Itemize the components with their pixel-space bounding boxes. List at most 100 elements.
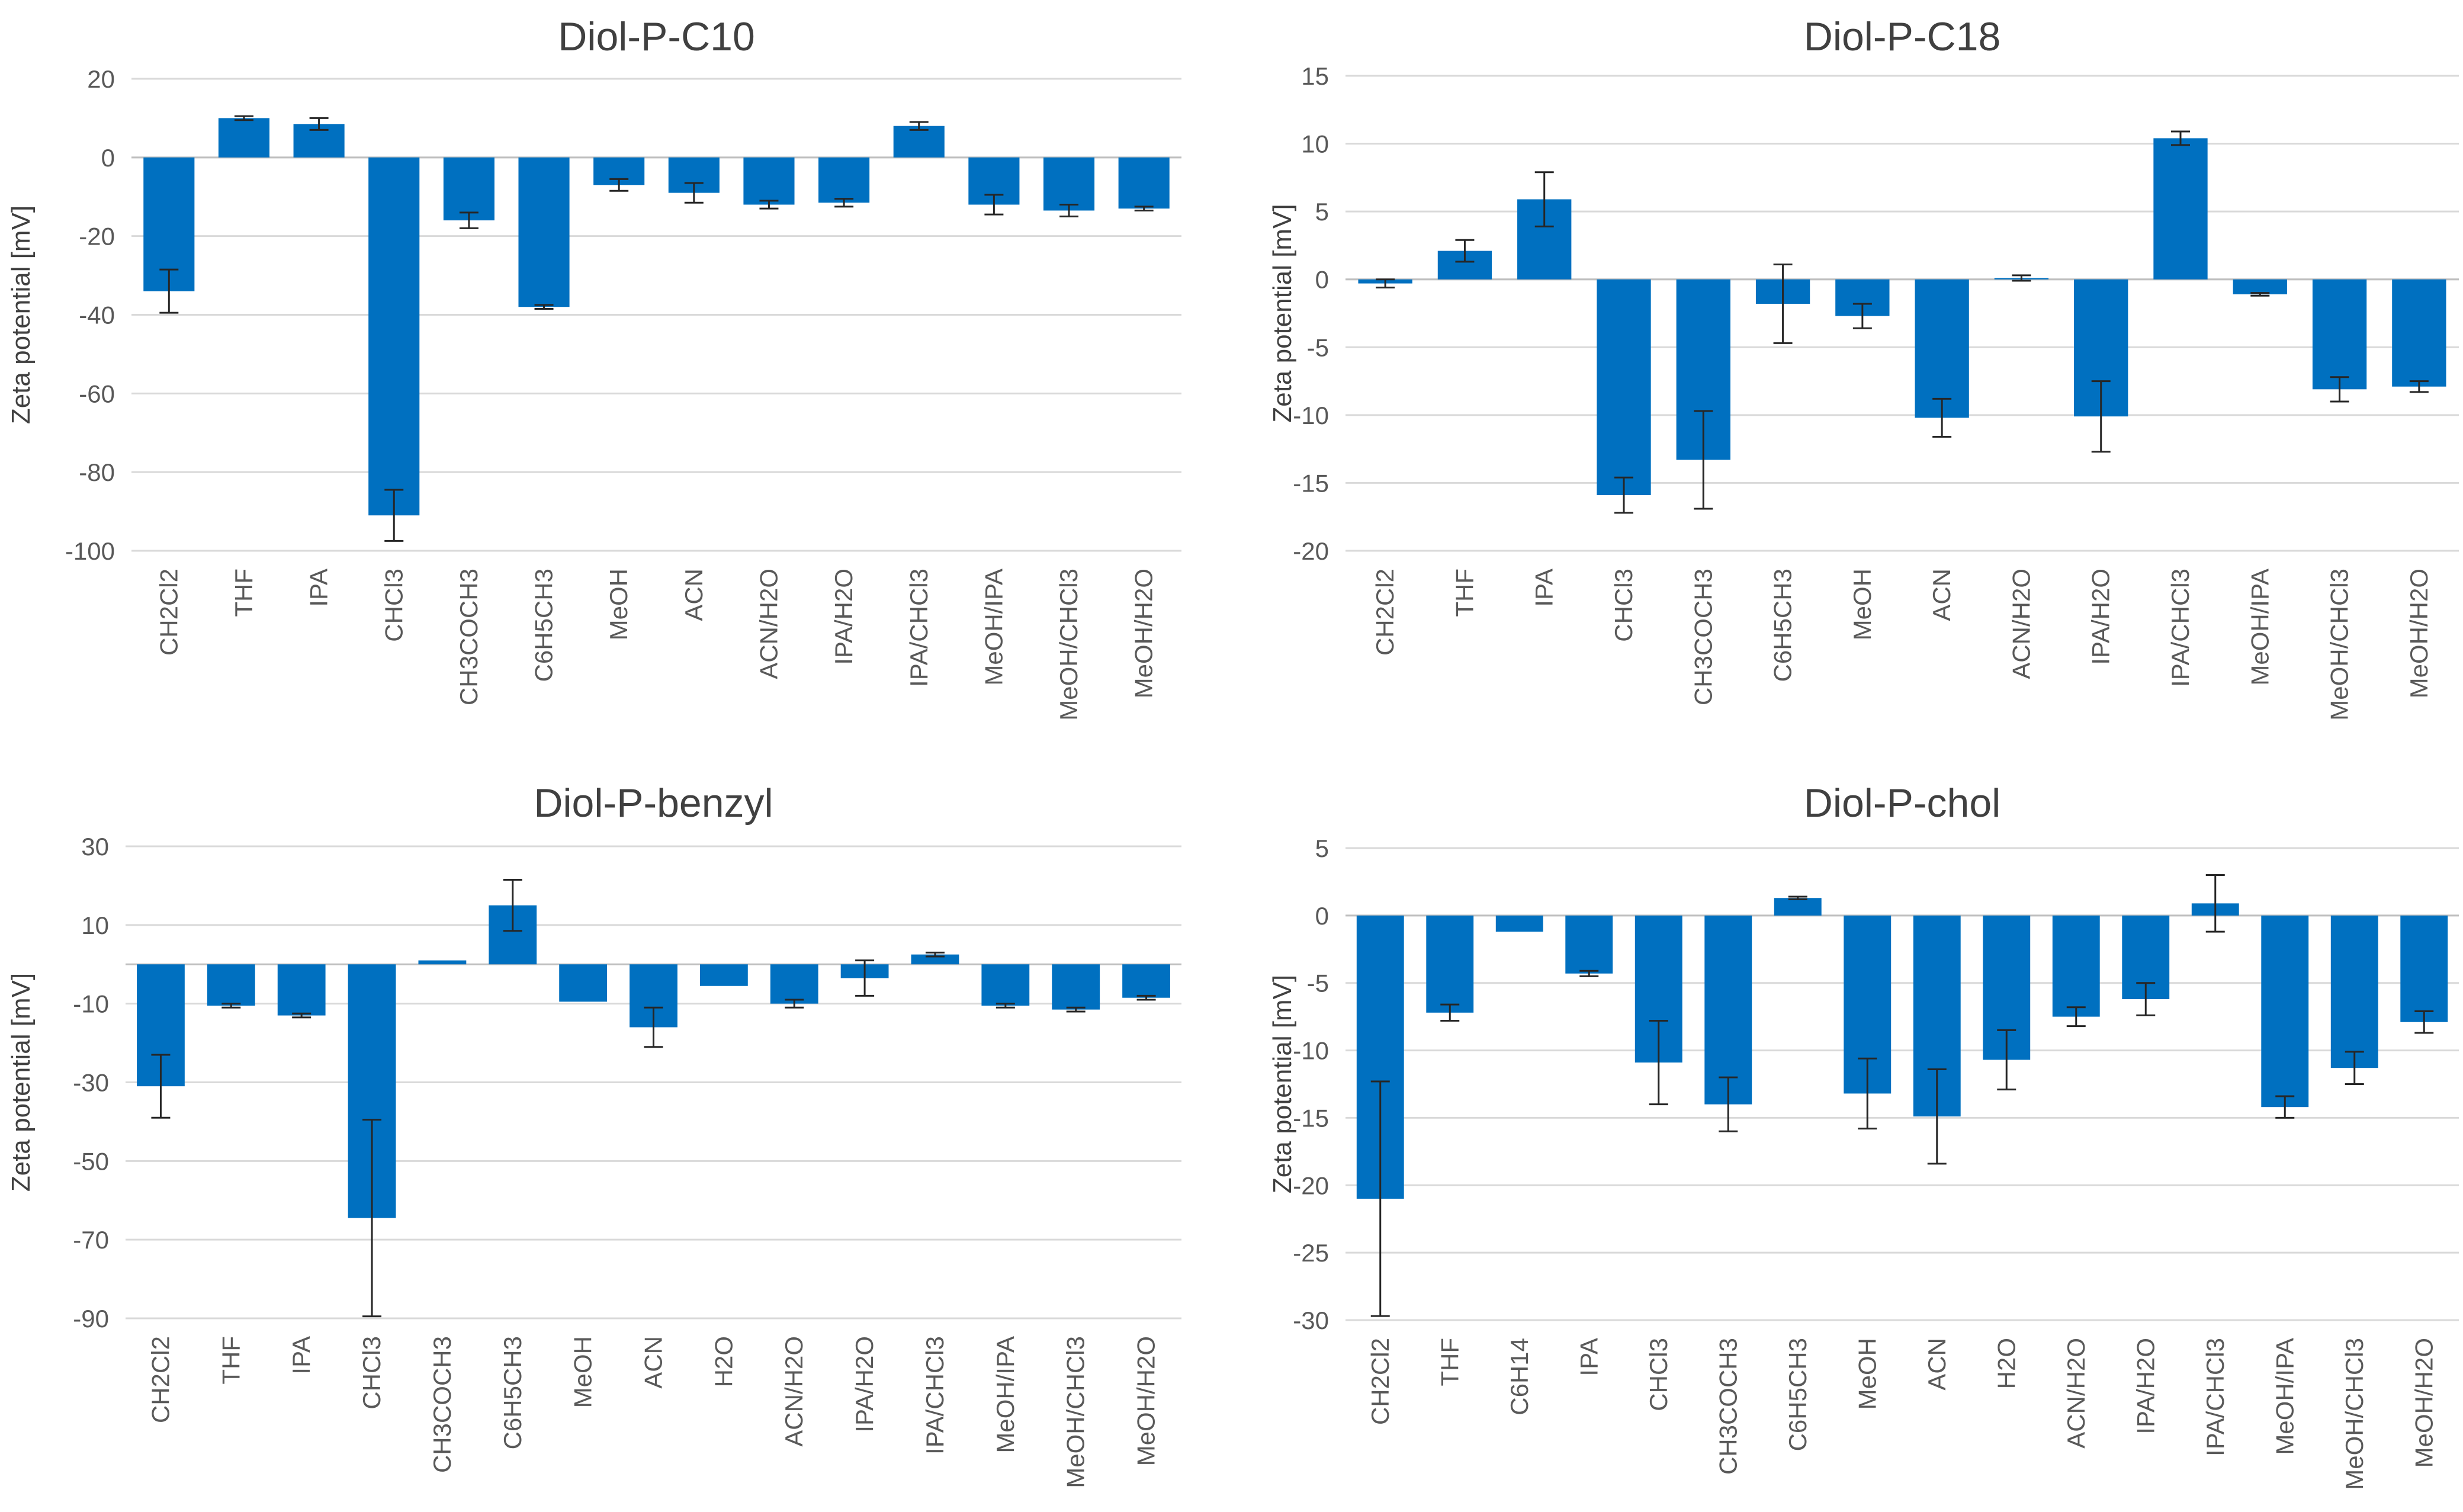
y-tick-label: -25 — [1293, 1239, 1329, 1267]
x-tick-label: ACN — [680, 569, 708, 621]
bar-c6h5ch3 — [1774, 898, 1822, 916]
x-tick-label: MeOH/CHCl3 — [2326, 569, 2353, 721]
x-tick-label: C6H14 — [1505, 1338, 1533, 1415]
y-axis-label: Zeta potential [mV] — [1268, 975, 1297, 1193]
y-tick-label: 20 — [87, 65, 115, 93]
bar-acn — [1915, 279, 1969, 418]
x-tick-label: H2O — [1992, 1338, 2020, 1389]
bar-meoh-chcl3 — [2330, 915, 2378, 1068]
bar-ipa-h2o — [818, 157, 870, 203]
x-tick-label: MeOH — [605, 569, 632, 640]
x-tick-label: ACN/H2O — [754, 569, 782, 679]
bar-chcl3 — [368, 157, 420, 516]
x-tick-label: MeOH/IPA — [991, 1336, 1019, 1453]
bar-meoh-ipa — [2233, 279, 2287, 294]
x-tick-label: CHCl3 — [1645, 1338, 1672, 1411]
chart-diol-p-chol: Diol-P-chol Zeta potential [mV] 5 0 -5 -10 -15… — [1268, 781, 2459, 1490]
bar-ipa — [1565, 915, 1613, 974]
x-tick-label: C6H5CH3 — [1784, 1338, 1812, 1451]
x-tick-label: IPA/H2O — [850, 1336, 878, 1433]
bar-ipa-chcl3 — [893, 126, 945, 158]
x-tick-label: IPA/H2O — [830, 569, 858, 665]
y-tick-label: -15 — [1293, 469, 1329, 497]
x-tick-label: IPA/CHCl3 — [2201, 1338, 2229, 1456]
x-tick-label: H2O — [709, 1336, 737, 1387]
y-tick-label: -100 — [65, 537, 115, 565]
y-tick-label: -30 — [73, 1069, 109, 1097]
bar-meoh-h2o — [1122, 964, 1170, 998]
bar-chcl3 — [1597, 279, 1651, 496]
x-tick-label: THF — [230, 569, 258, 617]
chart-title: Diol-P-benzyl — [534, 781, 773, 826]
x-tick-label: C6H5CH3 — [1769, 569, 1797, 682]
chart-diol-p-benzyl: Diol-P-benzyl Zeta potential [mV] 30 10 -10 -… — [7, 781, 1181, 1488]
x-tick-label: CHCl3 — [1610, 569, 1637, 642]
x-tick-label: THF — [1436, 1338, 1463, 1386]
chart-diol-p-c10: Diol-P-C10 Zeta potential [mV] 20 0 -20 -40 -6… — [7, 14, 1181, 721]
x-tick-label: IPA/CHCl3 — [905, 569, 933, 687]
chart-diol-p-c18: Diol-P-C18 Zeta potential [mV] 15 10 5 0 -5 -10… — [1268, 14, 2459, 721]
x-tick-label: C6H5CH3 — [499, 1336, 526, 1449]
y-tick-label: 15 — [1301, 62, 1329, 90]
x-tick-label: CH2Cl2 — [146, 1336, 174, 1423]
chart-title: Diol-P-chol — [1804, 781, 2001, 826]
y-tick-label: -70 — [73, 1226, 109, 1254]
bar-ipa-chcl3 — [911, 954, 959, 965]
x-tick-label: IPA — [305, 569, 333, 607]
y-tick-label: -40 — [79, 301, 115, 329]
y-tick-label: 10 — [81, 911, 109, 939]
bar-meoh-chcl3 — [2312, 279, 2367, 390]
x-tick-label: CH3COCH3 — [1714, 1338, 1742, 1475]
y-tick-label: -60 — [79, 380, 115, 407]
bar-meoh-h2o — [2400, 915, 2448, 1022]
x-tick-label: MeOH/IPA — [2271, 1338, 2298, 1455]
x-tick-label: IPA — [287, 1336, 315, 1375]
chart-title: Diol-P-C18 — [1804, 14, 2001, 59]
x-tick-label: IPA/CHCl3 — [921, 1336, 949, 1455]
x-tick-label: CH3COCH3 — [428, 1336, 456, 1473]
bar-acn-h2o — [743, 157, 795, 205]
bar-ch3coch3 — [1704, 915, 1752, 1105]
x-tick-label: ACN/H2O — [2062, 1338, 2090, 1449]
y-tick-label: -10 — [1293, 1037, 1329, 1065]
y-axis-label: Zeta potential [mV] — [1268, 204, 1297, 422]
y-tick-label: -10 — [73, 990, 109, 1018]
y-tick-label: 0 — [101, 144, 115, 172]
x-tick-label: CHCl3 — [380, 569, 407, 642]
y-tick-label: -80 — [79, 458, 115, 486]
x-tick-label: ACN/H2O — [2007, 569, 2035, 679]
y-tick-label: 10 — [1301, 130, 1329, 158]
y-tick-label: 30 — [81, 833, 109, 861]
y-axis-label: Zeta potential [mV] — [7, 206, 36, 424]
bar-meoh — [559, 964, 608, 1002]
x-tick-label: CH2Cl2 — [155, 569, 182, 656]
x-tick-label: MeOH/IPA — [2246, 569, 2273, 686]
x-tick-label: IPA/H2O — [2087, 569, 2115, 665]
y-tick-label: -90 — [73, 1305, 109, 1333]
x-tick-label: THF — [1450, 569, 1478, 617]
y-tick-label: 0 — [1315, 266, 1329, 294]
bar-acn-h2o — [2052, 915, 2100, 1017]
x-tick-label: MeOH — [1853, 1338, 1881, 1410]
x-tick-label: MeOH/IPA — [980, 569, 1007, 686]
x-tick-label: MeOH/H2O — [2405, 569, 2433, 698]
x-tick-label: IPA/H2O — [2131, 1338, 2159, 1434]
x-tick-label: THF — [217, 1336, 245, 1385]
y-tick-label: -20 — [79, 223, 115, 251]
bar-meoh-ipa — [981, 964, 1030, 1006]
x-tick-label: IPA — [1575, 1338, 1603, 1376]
y-tick-label: -10 — [1293, 402, 1329, 429]
y-tick-label: -20 — [1293, 537, 1329, 565]
bar-meoh-chcl3 — [1043, 157, 1095, 211]
bar-ch3coch3 — [418, 960, 467, 965]
bar-meoh-h2o — [1118, 157, 1170, 209]
y-tick-label: -15 — [1293, 1104, 1329, 1132]
bar-meoh-ipa — [2261, 915, 2309, 1107]
bar-c6h14 — [1495, 915, 1543, 932]
bar-ipa — [277, 964, 326, 1016]
y-tick-label: -50 — [73, 1147, 109, 1175]
bar-h2o — [699, 964, 748, 986]
bar-meoh-h2o — [2392, 279, 2446, 387]
x-tick-label: MeOH — [1848, 569, 1876, 640]
x-tick-label: ACN — [1923, 1338, 1951, 1391]
